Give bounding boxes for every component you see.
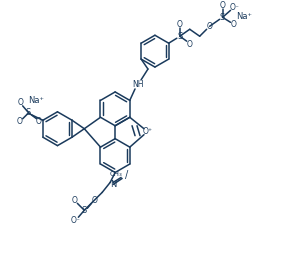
Text: O⁻: O⁻	[230, 3, 239, 12]
Text: S: S	[82, 206, 87, 215]
Text: S: S	[26, 108, 31, 117]
Text: Na⁺: Na⁺	[28, 96, 45, 105]
Text: O: O	[91, 196, 97, 205]
Text: O: O	[177, 20, 183, 29]
Text: O: O	[220, 1, 226, 10]
Text: O: O	[207, 22, 213, 31]
Text: O: O	[231, 20, 236, 29]
Text: S: S	[177, 32, 182, 41]
Text: NH: NH	[132, 80, 144, 90]
Text: O: O	[187, 40, 193, 49]
Text: O⁻: O⁻	[36, 117, 45, 126]
Text: Na⁺: Na⁺	[236, 12, 252, 21]
Text: O⁻: O⁻	[70, 216, 80, 225]
Text: N: N	[110, 180, 116, 189]
Text: O: O	[71, 196, 77, 205]
Text: S: S	[220, 13, 225, 22]
Text: CH₃: CH₃	[110, 171, 122, 177]
Text: O: O	[18, 98, 24, 107]
Text: O⁺: O⁺	[143, 127, 153, 136]
Text: O: O	[17, 117, 23, 126]
Text: /: /	[125, 170, 129, 180]
